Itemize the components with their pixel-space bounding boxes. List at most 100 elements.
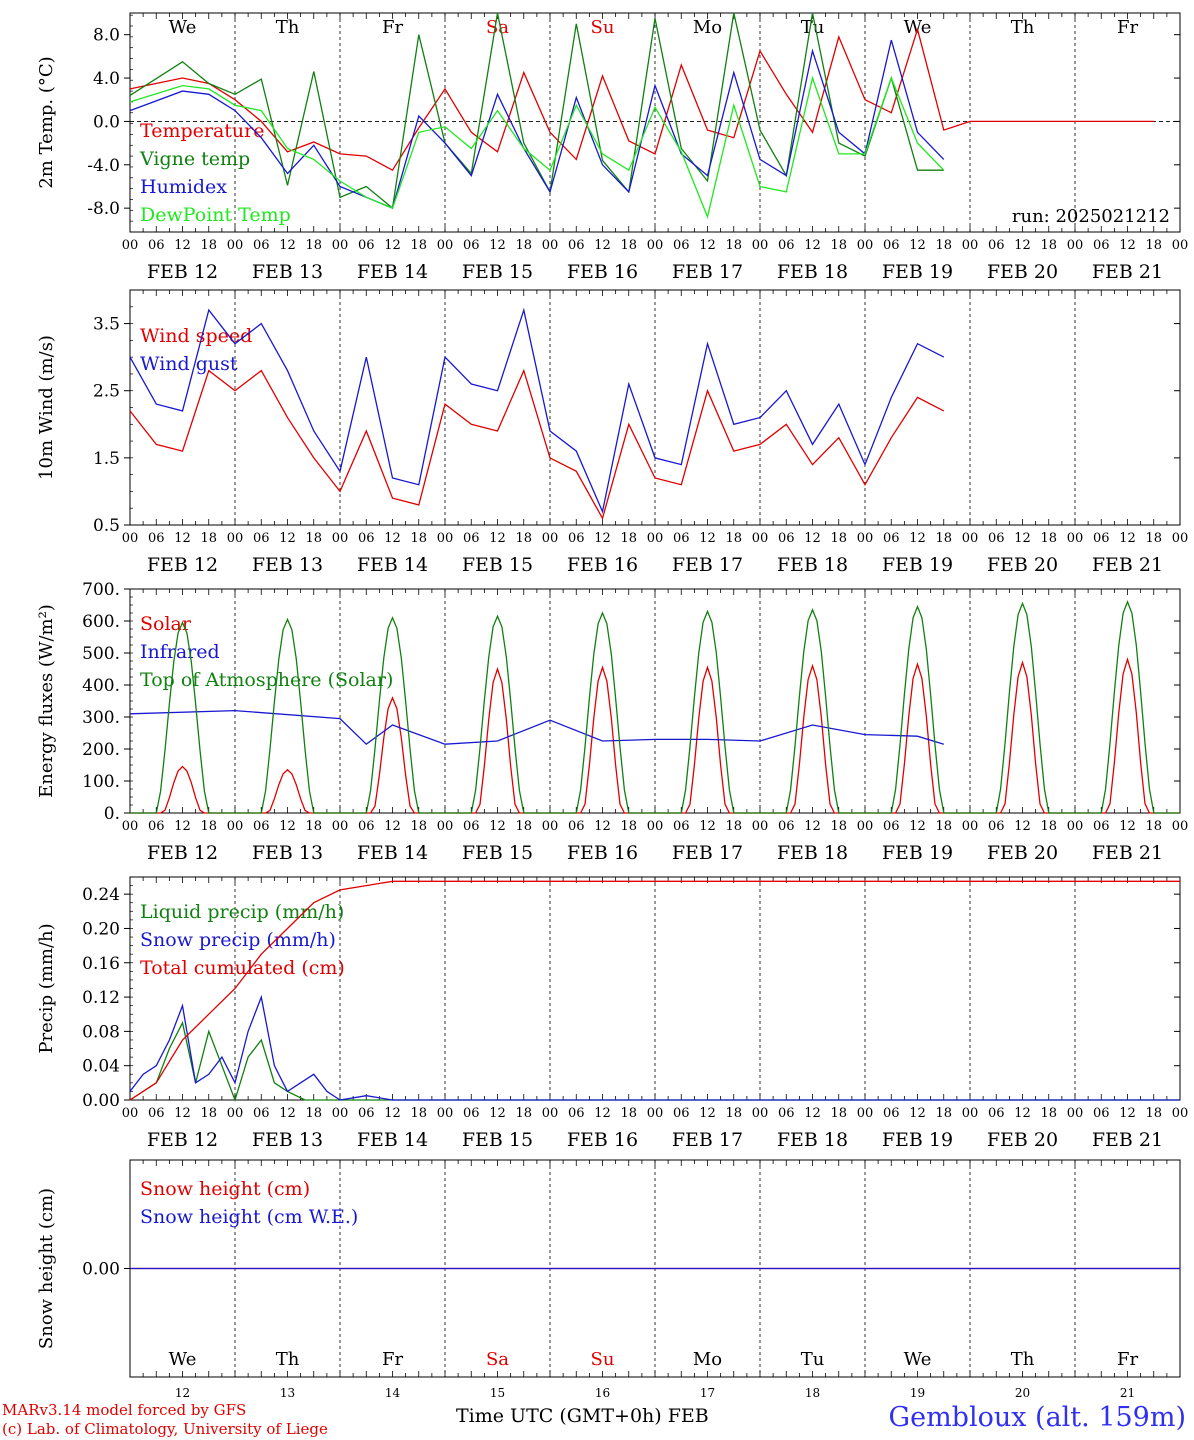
hour-tick-label: 00 bbox=[1172, 819, 1189, 834]
hour-tick-label: 12 bbox=[174, 1106, 191, 1121]
y-tick-label: 0.04 bbox=[82, 1057, 120, 1077]
hour-tick-label: 18 bbox=[1145, 238, 1162, 253]
date-label: FEB 13 bbox=[252, 1129, 323, 1151]
hour-tick-label: 00 bbox=[437, 531, 454, 546]
y-tick-label: 0.16 bbox=[82, 954, 120, 974]
date-label: FEB 13 bbox=[252, 554, 323, 576]
bottom-day-name: Fr bbox=[1117, 1349, 1138, 1370]
hour-tick-label: 12 bbox=[1014, 1106, 1031, 1121]
hour-tick-label: 18 bbox=[1145, 819, 1162, 834]
hour-tick-label: 12 bbox=[804, 238, 821, 253]
day-name-label: Sa bbox=[486, 17, 509, 38]
hour-tick-label: 06 bbox=[778, 531, 795, 546]
date-label: FEB 17 bbox=[672, 1129, 743, 1151]
hour-tick-label: 06 bbox=[883, 819, 900, 834]
hour-tick-label: 00 bbox=[122, 1106, 139, 1121]
hour-tick-label: 06 bbox=[568, 1106, 585, 1121]
hour-tick-label: 12 bbox=[174, 819, 191, 834]
hour-tick-label: 06 bbox=[883, 531, 900, 546]
hour-tick-label: 06 bbox=[148, 531, 165, 546]
hour-tick-label: 12 bbox=[699, 819, 716, 834]
hour-tick-label: 06 bbox=[673, 238, 690, 253]
hour-tick-label: 12 bbox=[1119, 238, 1136, 253]
date-label: FEB 14 bbox=[357, 554, 428, 576]
hour-tick-label: 06 bbox=[1093, 1106, 1110, 1121]
bottom-day-number: 17 bbox=[700, 1386, 715, 1400]
date-label: FEB 12 bbox=[147, 842, 218, 864]
y-axis-label: Snow height (cm) bbox=[36, 1188, 57, 1349]
series-line-snow-precip-mm-h bbox=[129, 994, 1180, 1101]
hour-tick-label: 06 bbox=[253, 238, 270, 253]
y-tick-label: 0.00 bbox=[82, 1091, 120, 1111]
y-tick-label: 0. bbox=[104, 804, 120, 824]
hour-tick-label: 18 bbox=[935, 819, 952, 834]
hour-tick-label: 12 bbox=[1119, 531, 1136, 546]
hour-tick-label: 06 bbox=[358, 531, 375, 546]
model-credit-line1: MARv3.14 model forced by GFS bbox=[2, 1401, 247, 1419]
hour-tick-label: 00 bbox=[1067, 531, 1084, 546]
month-label: FEB bbox=[667, 1405, 709, 1427]
hour-tick-label: 06 bbox=[988, 238, 1005, 253]
hour-tick-label: 12 bbox=[1119, 819, 1136, 834]
date-label: FEB 18 bbox=[777, 842, 848, 864]
hour-tick-label: 12 bbox=[174, 238, 191, 253]
hour-tick-label: 18 bbox=[515, 531, 532, 546]
time-axis-title: Time UTC (GMT+0h) bbox=[456, 1405, 662, 1427]
hour-tick-label: 06 bbox=[358, 238, 375, 253]
hour-tick-label: 00 bbox=[962, 1106, 979, 1121]
hour-tick-label: 00 bbox=[227, 238, 244, 253]
y-axis-label: Precip (mm/h) bbox=[36, 923, 57, 1053]
hour-tick-label: 12 bbox=[804, 819, 821, 834]
hour-tick-label: 06 bbox=[358, 819, 375, 834]
date-label: FEB 12 bbox=[147, 1129, 218, 1151]
legend-entry: DewPoint Temp bbox=[140, 204, 291, 226]
hour-tick-label: 18 bbox=[830, 819, 847, 834]
run-label: run: 2025021212 bbox=[1012, 206, 1170, 227]
date-label: FEB 21 bbox=[1092, 842, 1163, 864]
hour-tick-label: 00 bbox=[332, 531, 349, 546]
hour-tick-label: 12 bbox=[1014, 238, 1031, 253]
date-label: FEB 13 bbox=[252, 842, 323, 864]
hour-tick-label: 06 bbox=[883, 1106, 900, 1121]
day-name-label: We bbox=[169, 17, 197, 38]
date-label: FEB 19 bbox=[882, 842, 953, 864]
hour-tick-label: 00 bbox=[962, 819, 979, 834]
hour-tick-label: 00 bbox=[1172, 1106, 1189, 1121]
date-label: FEB 16 bbox=[567, 261, 638, 283]
y-tick-label: 0.20 bbox=[82, 919, 120, 939]
date-label: FEB 18 bbox=[777, 554, 848, 576]
bottom-day-number: 12 bbox=[175, 1386, 190, 1400]
hour-tick-label: 06 bbox=[568, 238, 585, 253]
hour-tick-label: 18 bbox=[305, 1106, 322, 1121]
hour-tick-label: 00 bbox=[752, 531, 769, 546]
hour-tick-label: 18 bbox=[620, 1106, 637, 1121]
hour-tick-label: 12 bbox=[384, 238, 401, 253]
hour-tick-label: 12 bbox=[909, 238, 926, 253]
day-name-label: Th bbox=[276, 17, 300, 38]
hour-tick-label: 00 bbox=[752, 1106, 769, 1121]
bottom-day-number: 18 bbox=[805, 1386, 820, 1400]
hour-tick-label: 18 bbox=[725, 238, 742, 253]
y-tick-label: -4.0 bbox=[87, 156, 120, 176]
hour-tick-label: 18 bbox=[620, 238, 637, 253]
series-line-total-cumulated-cm bbox=[129, 880, 1180, 1101]
hour-tick-label: 00 bbox=[122, 819, 139, 834]
legend-entry: Infrared bbox=[140, 641, 220, 663]
model-credit-line2: (c) Lab. of Climatology, University of L… bbox=[2, 1420, 328, 1438]
legend-entry: Temperature bbox=[140, 120, 264, 142]
y-tick-label: 600. bbox=[82, 612, 120, 632]
hour-tick-label: 18 bbox=[1145, 1106, 1162, 1121]
hour-tick-label: 06 bbox=[988, 819, 1005, 834]
hour-tick-label: 18 bbox=[200, 819, 217, 834]
date-label: FEB 16 bbox=[567, 1129, 638, 1151]
date-label: FEB 19 bbox=[882, 261, 953, 283]
day-name-label: Su bbox=[591, 17, 615, 38]
date-label: FEB 19 bbox=[882, 1129, 953, 1151]
date-label: FEB 12 bbox=[147, 261, 218, 283]
hour-tick-label: 12 bbox=[909, 531, 926, 546]
date-label: FEB 19 bbox=[882, 554, 953, 576]
hour-tick-label: 18 bbox=[200, 531, 217, 546]
y-tick-label: 400. bbox=[82, 676, 120, 696]
hour-tick-label: 06 bbox=[673, 1106, 690, 1121]
series-line-humidex bbox=[129, 39, 945, 209]
